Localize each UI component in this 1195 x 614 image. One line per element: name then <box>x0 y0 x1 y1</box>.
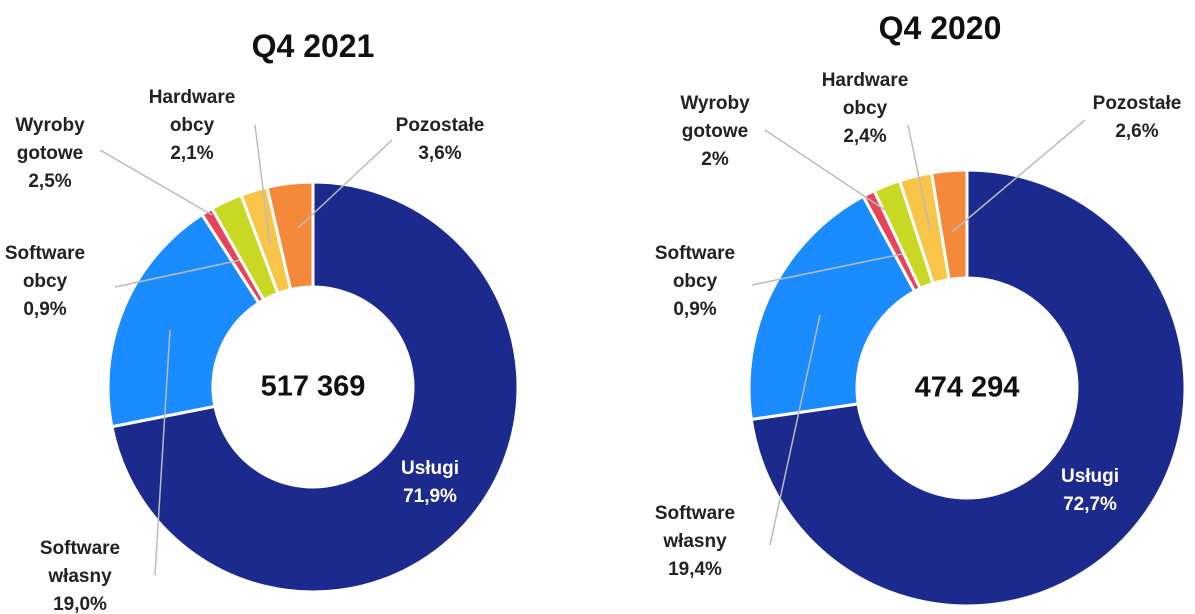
category-name: Usługi <box>400 458 460 479</box>
value-label: 72,7% <box>1063 494 1117 515</box>
value-label: 0,9% <box>23 299 67 320</box>
value-label: 2% <box>701 149 729 170</box>
category-name: Wyroby gotowe <box>15 115 85 164</box>
slice-label: Software własny 19,0% <box>40 535 120 614</box>
value-label: 2,6% <box>1115 121 1159 142</box>
slice-label: Pozostałe 2,6% <box>1093 90 1182 146</box>
leader-line <box>154 329 171 576</box>
value-label: 2,4% <box>843 126 887 147</box>
value-label: 19,0% <box>53 594 107 614</box>
category-name: Software obcy <box>4 243 86 292</box>
leader-line <box>254 124 271 246</box>
chart-title: Q4 2021 <box>251 28 375 64</box>
donut-slice <box>265 180 315 292</box>
slice-label: Hardware obcy 2,1% <box>149 84 236 168</box>
category-name: Software własny <box>654 503 736 552</box>
slice-label: Wyroby gotowe 2,5% <box>15 112 84 196</box>
donut-slice <box>110 180 520 594</box>
value-label: 2,5% <box>28 171 72 192</box>
leader-line <box>99 149 213 216</box>
donut-slice <box>929 168 969 282</box>
donut-slice <box>749 168 1187 608</box>
slice-label: Software własny 19,4% <box>655 500 735 584</box>
center-total: 474 294 <box>914 371 1020 404</box>
value-label: 0,9% <box>673 299 717 320</box>
category-name: Hardware obcy <box>148 87 236 136</box>
value-label: 3,6% <box>418 143 462 164</box>
slice-label: Hardware obcy 2,4% <box>822 67 909 151</box>
leader-line <box>951 119 1086 233</box>
slice-label: Wyroby gotowe 2% <box>680 90 749 174</box>
slice-label: Software obcy 0,9% <box>5 240 85 324</box>
leader-line <box>769 314 821 546</box>
slice-label: Pozostałe 3,6% <box>396 112 485 168</box>
value-label: 71,9% <box>403 486 457 507</box>
slice-label: Usługi 72,7% <box>1061 463 1119 519</box>
category-name: Usługi <box>1060 466 1120 487</box>
category-name: Hardware obcy <box>821 70 909 119</box>
category-name: Pozostałe <box>395 115 485 136</box>
category-name: Software obcy <box>654 243 736 292</box>
chart-title: Q4 2020 <box>878 10 1002 46</box>
leader-line <box>297 139 393 229</box>
donut-slice <box>106 212 261 429</box>
category-name: Wyroby gotowe <box>680 93 750 142</box>
center-total: 517 369 <box>260 370 366 403</box>
leader-line <box>114 257 251 288</box>
value-label: 19,4% <box>668 559 722 580</box>
category-name: Pozostałe <box>1092 93 1182 114</box>
slice-label: Software obcy 0,9% <box>655 240 735 324</box>
value-label: 2,1% <box>170 143 214 164</box>
slice-label: Usługi 71,9% <box>401 455 459 511</box>
leader-line <box>907 124 931 231</box>
category-name: Software własny <box>39 538 121 587</box>
donut-slice <box>747 194 917 422</box>
leader-line <box>764 129 886 211</box>
leader-line <box>751 251 913 286</box>
